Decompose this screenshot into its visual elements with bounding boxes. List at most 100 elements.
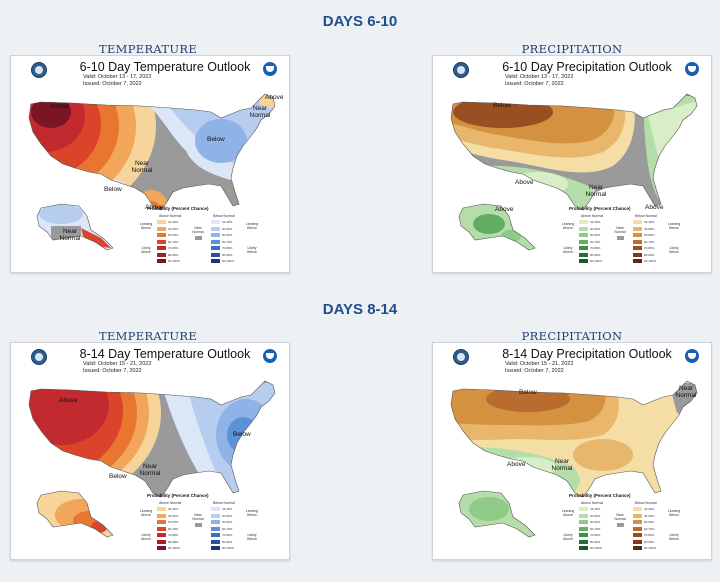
legend-swatch	[157, 252, 166, 257]
legend-bin-label: 90-100%	[222, 546, 235, 550]
legend-swatch	[211, 220, 220, 224]
legend-swatch	[579, 539, 588, 544]
outlook-map-8-14-temperature: 8-14 Day Temperature Outlook Valid: Octo…	[10, 342, 290, 560]
valid-dates: Valid: October 15 - 21, 2022	[83, 361, 152, 367]
legend-leaning-below: Leaning Below	[667, 509, 681, 517]
legend-swatch	[157, 233, 166, 237]
valid-dates: Valid: October 13 - 17, 2022	[83, 74, 152, 80]
legend-swatch	[157, 220, 166, 224]
near-normal-swatch	[617, 236, 624, 240]
legend-bin-label: 50-60%	[644, 233, 655, 237]
legend-swatch	[633, 546, 642, 550]
legend-title: Probability (Percent Chance)	[147, 493, 209, 498]
legend-swatch	[211, 539, 220, 544]
legend-swatch	[579, 507, 588, 511]
issued-date: Issued: October 7, 2022	[505, 81, 564, 87]
legend-bin-label: 40-50%	[168, 513, 179, 518]
legend-bin-label: 70-80%	[590, 533, 601, 537]
map-title: 8-14 Day Precipitation Outlook	[502, 347, 672, 361]
legend-wet-heading: Above Normal	[581, 501, 604, 505]
legend-leaning-above: Leaning Above	[139, 222, 153, 230]
near-normal-swatch	[617, 523, 624, 527]
legend-bin-label: 33-40%	[168, 220, 179, 224]
legend-swatch	[157, 546, 166, 550]
legend-swatch	[157, 507, 166, 511]
legend-swatch	[633, 252, 642, 257]
legend-bin-label: 60-70%	[644, 526, 655, 531]
legend-swatch	[157, 239, 166, 244]
region-label: Near Normal	[675, 385, 697, 399]
legend-bin-label: 80-90%	[590, 539, 601, 544]
legend-swatch	[633, 513, 642, 518]
legend-swatch	[211, 513, 220, 518]
legend-bin-label: 70-80%	[222, 533, 233, 537]
legend-swatch	[633, 526, 642, 531]
region-label: Near Normal	[249, 105, 271, 119]
legend-swatch	[211, 259, 220, 263]
legend-bin-label: 40-50%	[168, 226, 179, 231]
legend-swatch	[633, 539, 642, 544]
near-normal-swatch	[195, 236, 202, 240]
legend-swatch	[633, 533, 642, 537]
legend-above-heading: Above Normal	[159, 501, 182, 505]
legend-bin-label: 80-90%	[168, 539, 179, 544]
region-label: Above	[507, 461, 526, 468]
legend-swatch	[211, 507, 220, 511]
legend-bin-label: 33-40%	[222, 220, 233, 224]
legend-swatch	[211, 239, 220, 244]
us-map	[450, 93, 698, 251]
region-label: Above	[495, 206, 514, 213]
legend-bin-label: 70-80%	[222, 246, 233, 250]
us-map	[450, 380, 698, 538]
legend-bin-label: 90-100%	[168, 546, 181, 550]
noaa-logo-icon	[263, 349, 277, 363]
region-label: Above	[145, 204, 164, 211]
region-label: Near Normal	[585, 184, 607, 198]
legend-bin-label: 33-40%	[222, 507, 233, 511]
outlook-map-6-10-temperature: 6-10 Day Temperature Outlook Valid: Octo…	[10, 55, 290, 273]
legend-bin-label: 60-70%	[590, 526, 601, 531]
outlook-map-6-10-precipitation: 6-10 Day Precipitation Outlook Valid: Oc…	[432, 55, 712, 273]
valid-dates: Valid: October 13 - 17, 2022	[505, 74, 574, 80]
legend-swatch	[633, 507, 642, 511]
noaa-seal-icon	[453, 62, 469, 78]
us-map	[28, 93, 276, 251]
legend-swatch	[211, 526, 220, 531]
legend-swatch	[211, 252, 220, 257]
legend-bin-label: 70-80%	[590, 246, 601, 250]
legend-swatch	[633, 259, 642, 263]
legend-swatch	[579, 533, 588, 537]
issued-date: Issued: October 7, 2022	[505, 368, 564, 374]
probability-legend: Probability (Percent Chance) Above Norma…	[139, 493, 289, 557]
legend-bin-label: 50-60%	[168, 233, 179, 237]
outlook-map-8-14-precipitation: 8-14 Day Precipitation Outlook Valid: Oc…	[432, 342, 712, 560]
legend-bin-label: 40-50%	[644, 226, 655, 231]
legend-bin-label: 50-60%	[590, 233, 601, 237]
issued-date: Issued: October 7, 2022	[83, 81, 142, 87]
legend-bin-label: 60-70%	[590, 239, 601, 244]
region-label: Below	[493, 102, 511, 109]
legend-bin-label: 60-70%	[168, 526, 179, 531]
legend-likely-below: Likely Below	[247, 533, 257, 541]
legend-likely-above: Likely Above	[141, 533, 151, 541]
legend-bin-label: 33-40%	[590, 507, 601, 511]
legend-swatch	[579, 239, 588, 244]
legend-likely-above: Likely Above	[141, 246, 151, 254]
noaa-logo-icon	[263, 62, 277, 76]
region-label: Above	[51, 103, 70, 110]
legend-swatch	[157, 246, 166, 250]
legend-swatch	[157, 259, 166, 263]
legend-swatch	[211, 533, 220, 537]
legend-below-heading: Below Normal	[213, 501, 235, 505]
region-label: Below	[104, 186, 122, 193]
probability-legend: Probability (Percent Chance) Above Norma…	[561, 206, 711, 270]
legend-bin-label: 70-80%	[644, 246, 655, 250]
legend-swatch	[211, 520, 220, 524]
legend-swatch	[633, 220, 642, 224]
noaa-logo-icon	[685, 349, 699, 363]
legend-above-heading: Above Normal	[159, 214, 182, 218]
legend-swatch	[157, 526, 166, 531]
legend-swatch	[211, 233, 220, 237]
legend-bin-label: 90-100%	[644, 546, 657, 550]
legend-swatch	[211, 246, 220, 250]
